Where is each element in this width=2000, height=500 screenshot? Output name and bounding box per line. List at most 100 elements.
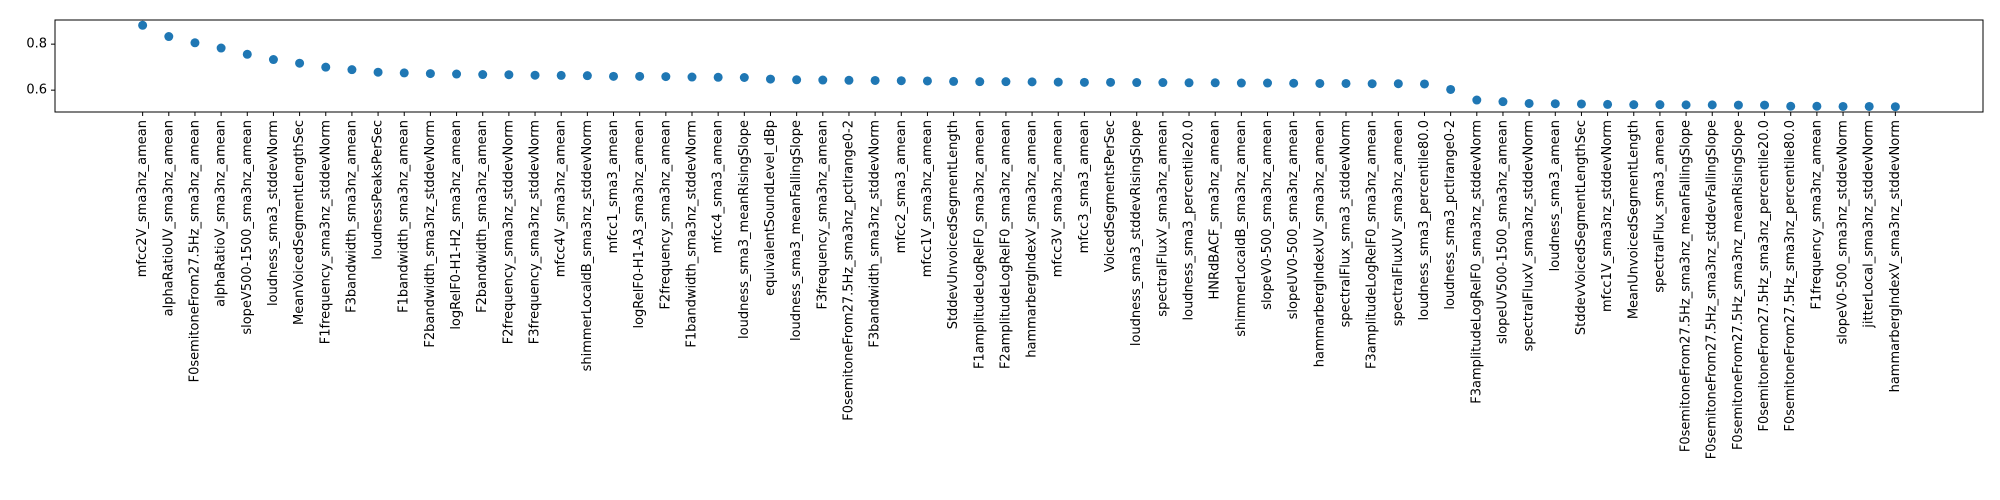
point bbox=[949, 76, 959, 86]
x-tick-label: F1frequency_sma3nz_stddevNorm bbox=[318, 120, 333, 344]
point bbox=[1079, 77, 1089, 87]
point bbox=[765, 74, 775, 84]
point bbox=[1263, 78, 1273, 88]
point bbox=[190, 38, 200, 48]
point bbox=[792, 75, 802, 85]
point bbox=[1498, 97, 1508, 107]
x-tick-label: MeanUnvoicedSegmentLength bbox=[1626, 120, 1641, 319]
x-tick-label: F1amplitudeLogRelF0_sma3nz_amean bbox=[972, 120, 987, 369]
x-tick-label: F0semitoneFrom27.5Hz_sma3nz_amean bbox=[187, 120, 202, 382]
point bbox=[268, 55, 278, 65]
point bbox=[164, 32, 174, 42]
point bbox=[1550, 99, 1560, 109]
x-tick-label: F2bandwidth_sma3nz_stddevNorm bbox=[423, 120, 438, 348]
x-tick-label: loudness_sma3_amean bbox=[1548, 120, 1563, 271]
point bbox=[870, 75, 880, 85]
x-tick-label: hammarbergIndexV_sma3nz_amean bbox=[1025, 120, 1040, 358]
point bbox=[530, 70, 540, 80]
x-tick-label: F1bandwidth_sma3nz_stddevNorm bbox=[684, 120, 699, 348]
x-tick-label: F0semitoneFrom27.5Hz_sma3nz_percentile20… bbox=[1757, 120, 1772, 432]
point bbox=[1629, 100, 1639, 110]
point bbox=[295, 58, 305, 68]
x-tick-label: mfcc1_sma3_amean bbox=[606, 120, 621, 253]
x-tick-label: F0semitoneFrom27.5Hz_sma3nz_pctlrange0-2 bbox=[841, 120, 856, 421]
x-tick-label: mfcc2V_sma3nz_amean bbox=[135, 120, 150, 277]
point bbox=[609, 71, 619, 81]
point bbox=[844, 75, 854, 85]
point bbox=[1053, 77, 1063, 87]
x-tick-label: F3frequency_sma3nz_amean bbox=[815, 120, 830, 310]
x-tick-label: spectralFlux_sma3_amean bbox=[1652, 120, 1667, 293]
x-tick-label: F3amplitudeLogRelF0_sma3nz_amean bbox=[1365, 120, 1380, 369]
point bbox=[321, 62, 331, 72]
point bbox=[1760, 100, 1770, 110]
point bbox=[818, 75, 828, 85]
point bbox=[1367, 79, 1377, 89]
x-tick-label: loudness_sma3_meanFallingSlope bbox=[789, 120, 804, 341]
x-tick-label: F0semitoneFrom27.5Hz_sma3nz_meanFallingS… bbox=[1679, 120, 1694, 452]
point bbox=[242, 49, 252, 59]
point bbox=[922, 76, 932, 86]
point bbox=[1446, 84, 1456, 94]
point bbox=[1027, 77, 1037, 87]
x-tick-label: loudness_sma3_percentile20.0 bbox=[1182, 120, 1197, 320]
x-tick-label: hammarbergIndexV_sma3nz_stddevNorm bbox=[1888, 120, 1903, 392]
x-tick-label: slopeV0-500_sma3nz_stddevNorm bbox=[1836, 120, 1851, 345]
point bbox=[1419, 79, 1429, 89]
point bbox=[1603, 99, 1613, 109]
point bbox=[1132, 78, 1142, 88]
x-tick-label: F2amplitudeLogRelF0_sma3nz_amean bbox=[998, 120, 1013, 369]
x-tick-label: slopeV500-1500_sma3nz_amean bbox=[240, 120, 255, 335]
point bbox=[1315, 78, 1325, 88]
x-tick-label: spectralFluxV_sma3nz_stddevNorm bbox=[1522, 120, 1537, 351]
x-tick-label: F3amplitudeLogRelF0_sma3nz_stddevNorm bbox=[1469, 120, 1484, 404]
x-tick-label: F2frequency_sma3nz_stddevNorm bbox=[501, 120, 516, 344]
point bbox=[1236, 78, 1246, 88]
point bbox=[452, 69, 462, 79]
x-tick-label: F0semitoneFrom27.5Hz_sma3nz_meanRisingSl… bbox=[1731, 120, 1746, 450]
y-tick-label: 0.6 bbox=[26, 83, 47, 98]
x-tick-label: spectralFluxV_sma3nz_amean bbox=[1155, 120, 1170, 317]
point bbox=[1106, 77, 1116, 87]
point bbox=[1576, 99, 1586, 109]
point bbox=[556, 70, 566, 80]
x-tick-label: loudness_sma3_meanRisingSlope bbox=[737, 120, 752, 339]
x-tick-label: logRelF0-H1-H2_sma3nz_amean bbox=[449, 120, 464, 330]
point bbox=[1890, 102, 1900, 112]
x-tick-label: shimmerLocaldB_sma3nz_stddevNorm bbox=[580, 120, 595, 371]
x-tick-label: mfcc2_sma3_amean bbox=[894, 120, 909, 253]
x-tick-label: logRelF0-H1-A3_sma3nz_amean bbox=[632, 120, 647, 329]
x-tick-label: alphaRatioUV_sma3nz_amean bbox=[161, 120, 176, 316]
x-tick-label: StddevVoicedSegmentLengthSec bbox=[1574, 120, 1589, 335]
x-tick-label: F3bandwidth_sma3nz_stddevNorm bbox=[868, 120, 883, 348]
x-tick-label: F1frequency_sma3nz_amean bbox=[1809, 120, 1824, 310]
x-tick-label: F2bandwidth_sma3nz_amean bbox=[475, 120, 490, 313]
x-tick-label: slopeV0-500_sma3nz_amean bbox=[1260, 120, 1275, 310]
point bbox=[635, 71, 645, 81]
x-tick-label: StddevUnvoicedSegmentLength bbox=[946, 120, 961, 329]
x-tick-label: mfcc3V_sma3nz_amean bbox=[1051, 120, 1066, 277]
point bbox=[1289, 78, 1299, 88]
point bbox=[1655, 100, 1665, 110]
x-tick-label: HNRdBACF_sma3nz_amean bbox=[1208, 120, 1223, 300]
point bbox=[1001, 77, 1011, 87]
point bbox=[425, 69, 435, 79]
point bbox=[399, 68, 409, 78]
x-tick-label: F1bandwidth_sma3nz_amean bbox=[397, 120, 412, 313]
x-tick-label: hammarbergIndexUV_sma3nz_amean bbox=[1312, 120, 1327, 367]
x-tick-label: VoicedSegmentsPerSec bbox=[1103, 120, 1118, 272]
point bbox=[1393, 79, 1403, 89]
x-tick-label: loudness_sma3_percentile80.0 bbox=[1417, 120, 1432, 320]
point bbox=[216, 43, 226, 53]
point bbox=[373, 67, 383, 77]
point bbox=[1864, 101, 1874, 111]
point bbox=[896, 76, 906, 86]
x-tick-label: loudnessPeaksPerSec bbox=[371, 120, 386, 260]
point bbox=[582, 71, 592, 81]
x-tick-label: equivalentSoundLevel_dBp bbox=[763, 120, 778, 296]
point bbox=[478, 70, 488, 80]
x-tick-label: jitterLocal_sma3nz_stddevNorm bbox=[1862, 120, 1877, 329]
point bbox=[687, 72, 697, 82]
